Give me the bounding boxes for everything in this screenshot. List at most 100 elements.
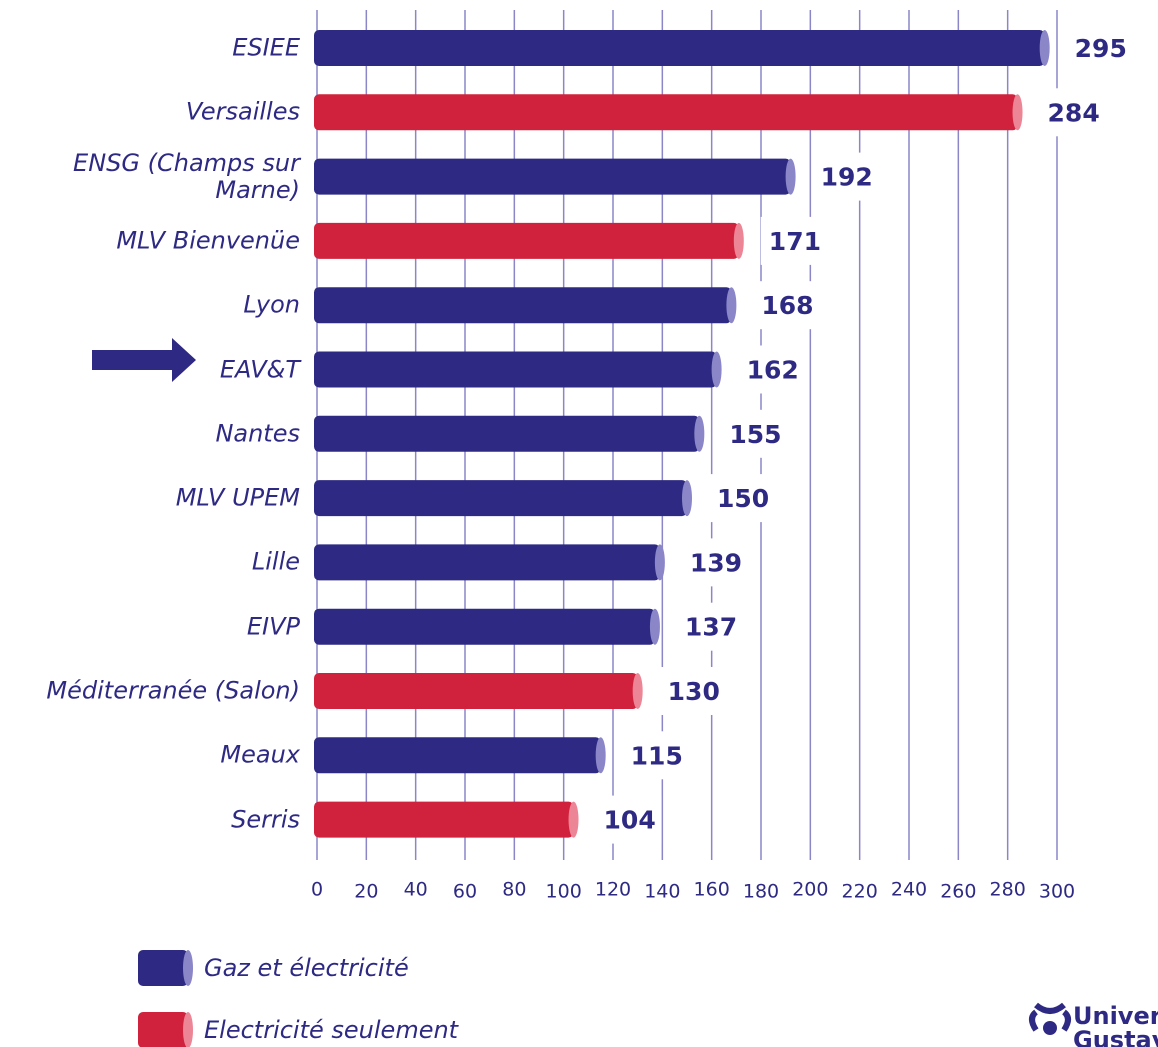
bar-group: 168 bbox=[314, 281, 820, 330]
x-tick-label: 260 bbox=[940, 881, 976, 903]
bar bbox=[314, 480, 687, 517]
x-tick-label: 40 bbox=[404, 879, 428, 901]
value-label-bg bbox=[1039, 88, 1106, 137]
category-label: EIVP bbox=[246, 612, 300, 641]
category-label: Versailles bbox=[185, 97, 300, 126]
legend-swatch bbox=[138, 950, 188, 986]
category-label: Nantes bbox=[215, 419, 300, 448]
value-label: 115 bbox=[631, 741, 683, 770]
bar-group: 192 bbox=[314, 152, 879, 201]
bar-cap bbox=[682, 480, 692, 517]
value-label: 139 bbox=[690, 548, 742, 577]
bar-cap bbox=[1012, 94, 1023, 131]
x-tick-label: 160 bbox=[694, 879, 730, 901]
value-label: 162 bbox=[747, 356, 799, 385]
x-tick-label: 240 bbox=[891, 879, 927, 901]
bar-cap bbox=[654, 544, 665, 581]
value-label-bg bbox=[709, 474, 775, 523]
bar bbox=[314, 158, 791, 195]
legend-label: Electricité seulement bbox=[204, 1016, 459, 1044]
bar bbox=[314, 544, 660, 581]
x-tick-label: 140 bbox=[644, 881, 680, 903]
bar-group: 115 bbox=[314, 731, 689, 780]
value-label: 284 bbox=[1048, 98, 1100, 127]
bar-cap bbox=[711, 351, 722, 388]
x-tick-label: 100 bbox=[546, 881, 582, 903]
value-label: 168 bbox=[761, 291, 813, 320]
x-tick-label: 60 bbox=[453, 881, 477, 903]
bar-cap bbox=[694, 415, 705, 452]
value-label-bg bbox=[753, 281, 820, 330]
value-label: 192 bbox=[821, 163, 873, 192]
bar-group: 139 bbox=[314, 538, 748, 587]
category-label: Lille bbox=[251, 547, 300, 576]
category-label: Lyon bbox=[243, 290, 300, 319]
bar bbox=[314, 737, 601, 774]
value-label: 104 bbox=[604, 806, 656, 835]
value-label-bg bbox=[1066, 24, 1133, 72]
bar bbox=[314, 287, 732, 324]
x-tick-label: 120 bbox=[595, 879, 631, 901]
legend-swatch-cap bbox=[183, 1012, 193, 1047]
value-label-bg bbox=[721, 409, 788, 458]
bar bbox=[314, 673, 638, 709]
value-label-bg bbox=[812, 152, 879, 201]
bar-group: 171 bbox=[314, 216, 827, 265]
value-label: 150 bbox=[717, 484, 769, 513]
value-label-bg bbox=[659, 667, 726, 715]
bar-group: 150 bbox=[314, 474, 775, 523]
bar bbox=[314, 801, 574, 838]
bar-group: 284 bbox=[314, 88, 1106, 137]
bar-group: 162 bbox=[314, 345, 805, 394]
bar-group: 104 bbox=[314, 795, 662, 844]
category-label: EAV&T bbox=[219, 355, 300, 383]
value-label: 137 bbox=[685, 613, 737, 642]
bar bbox=[314, 30, 1045, 66]
bar bbox=[314, 351, 717, 388]
value-label-bg bbox=[681, 538, 748, 587]
bar bbox=[314, 415, 700, 452]
x-tick-label: 280 bbox=[990, 879, 1026, 901]
bar-cap bbox=[632, 673, 643, 709]
category-label: Serris bbox=[231, 805, 300, 834]
bar-cap bbox=[733, 222, 744, 259]
bar-cap bbox=[595, 737, 606, 774]
x-tick-label: 0 bbox=[311, 879, 323, 901]
logo-icon bbox=[1029, 1002, 1071, 1035]
category-label: Meaux bbox=[220, 740, 300, 769]
legend-label: Gaz et électricité bbox=[204, 954, 409, 982]
bar-cap bbox=[1039, 30, 1050, 66]
legend-swatch-cap bbox=[183, 950, 193, 986]
x-tick-label: 220 bbox=[842, 881, 878, 903]
bar-group: 295 bbox=[314, 24, 1133, 72]
category-label: Méditerranée (Salon) bbox=[46, 676, 300, 705]
bar-group: 130 bbox=[314, 667, 726, 715]
bar-cap bbox=[726, 287, 737, 324]
value-label-bg bbox=[595, 795, 662, 844]
value-label-bg bbox=[676, 602, 743, 651]
category-label: ESIEE bbox=[232, 33, 300, 62]
value-label: 295 bbox=[1075, 34, 1127, 63]
value-label-bg bbox=[760, 216, 827, 265]
x-tick-label: 180 bbox=[743, 881, 779, 903]
value-label: 171 bbox=[769, 227, 821, 256]
bar-cap bbox=[568, 801, 579, 838]
category-label: MLV Bienvenüe bbox=[116, 226, 300, 255]
x-tick-label: 300 bbox=[1039, 881, 1075, 903]
x-tick-label: 20 bbox=[354, 881, 378, 903]
bar-cap bbox=[785, 158, 796, 195]
category-label: MLV UPEM bbox=[175, 483, 300, 512]
bar-group: 137 bbox=[314, 602, 743, 651]
bar bbox=[314, 608, 655, 645]
bar bbox=[314, 94, 1018, 131]
value-label: 155 bbox=[729, 420, 781, 449]
x-tick-label: 80 bbox=[502, 879, 526, 901]
x-tick-label: 200 bbox=[792, 879, 828, 901]
bar-group: 155 bbox=[314, 409, 788, 458]
value-label-bg bbox=[738, 345, 805, 394]
value-label-bg bbox=[622, 731, 689, 780]
category-label: ENSG (Champs sur Marne) bbox=[73, 148, 300, 204]
legend-swatch bbox=[138, 1012, 188, 1047]
logo-text: Université bbox=[1073, 1002, 1158, 1030]
